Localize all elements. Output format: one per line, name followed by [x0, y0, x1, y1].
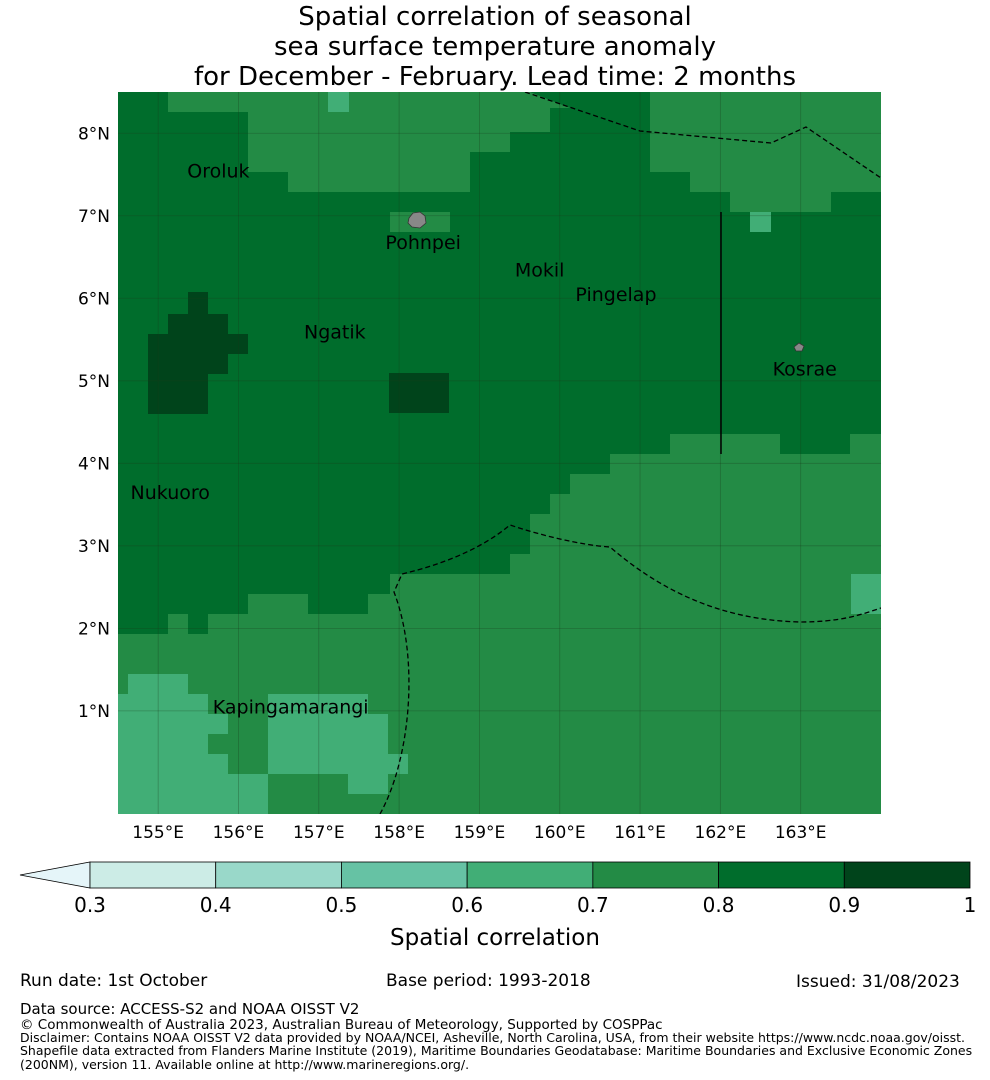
colorbar-tick-7: 1 — [964, 893, 977, 917]
field-cell-n — [328, 92, 349, 112]
place-label-nukuoro: Nukuoro — [131, 482, 210, 504]
place-label-kosrae: Kosrae — [773, 358, 837, 380]
place-label-mokil: Mokil — [515, 259, 565, 281]
y-tick-label-6: 7°N — [78, 207, 110, 227]
issued-date: Issued: 31/08/2023 — [796, 972, 960, 992]
field-high-central — [389, 373, 449, 413]
field-cell-ne — [750, 212, 771, 232]
run-date: Run date: 1st October — [20, 971, 208, 991]
colorbar-tick-2: 0.5 — [326, 893, 358, 917]
colorbar-tick-3: 0.6 — [451, 893, 483, 917]
colorbar-extend-arrow — [19, 861, 91, 889]
title-line-1: Spatial correlation of seasonal — [298, 2, 692, 32]
y-tick-labels: 1°N 2°N 3°N 4°N 5°N 6°N 7°N 8°N — [78, 124, 110, 722]
colorbar-tick-4: 0.7 — [577, 893, 609, 917]
colorbar-segment-5 — [718, 861, 845, 889]
x-tick-label-0: 155°E — [132, 823, 184, 843]
x-tick-labels: 155°E 156°E 157°E 158°E 159°E 160°E 161°E 162°E… — [132, 823, 826, 843]
chart-title: Spatial correlation of seasonal sea surf… — [0, 2, 990, 92]
title-line-2: sea surface temperature anomaly — [274, 32, 716, 62]
disclaimer-line-2: Shapefile data extracted from Flanders M… — [20, 1043, 973, 1058]
field-southwest-low — [118, 674, 268, 814]
colorbar-tick-5: 0.8 — [703, 893, 735, 917]
y-tick-label-0: 1°N — [78, 702, 110, 722]
colorbar-tick-6: 0.9 — [828, 893, 860, 917]
colorbar-label: Spatial correlation — [390, 925, 600, 951]
y-tick-label-3: 4°N — [78, 454, 110, 474]
x-tick-label-4: 159°E — [454, 823, 506, 843]
place-label-oroluk: Oroluk — [187, 160, 249, 182]
title-line-3: for December - February. Lead time: 2 mo… — [193, 62, 796, 92]
map-figure: Oroluk Pohnpei Mokil Pingelap Ngatik Kosrae Nu… — [19, 92, 977, 951]
y-tick-label-5: 6°N — [78, 289, 110, 309]
colorbar: 0.3 0.4 0.5 0.6 0.7 0.8 0.9 1 Spatial correlatio… — [19, 861, 977, 951]
colorbar-segment-1 — [215, 861, 342, 889]
colorbar-segment-3 — [466, 861, 594, 889]
data-source: Data source: ACCESS-S2 and NOAA OISST V2 — [20, 1000, 360, 1018]
place-label-pohnpei: Pohnpei — [385, 232, 461, 254]
x-tick-label-1: 156°E — [213, 823, 265, 843]
x-tick-label-8: 163°E — [775, 823, 827, 843]
disclaimer-line-3: (200NM), version 11. Available online at… — [20, 1057, 470, 1072]
field-high-west — [148, 292, 248, 414]
colorbar-segment-2 — [341, 861, 468, 889]
field-south-low — [268, 694, 408, 794]
y-tick-label-4: 5°N — [78, 372, 110, 392]
place-labels: Oroluk Pohnpei Mokil Pingelap Ngatik Kosrae Nu… — [131, 160, 837, 718]
field-northeast-band — [650, 92, 881, 212]
x-tick-label-2: 157°E — [293, 823, 345, 843]
colorbar-segment-0 — [89, 861, 217, 889]
kosrae-island — [793, 342, 805, 352]
field-cell-sw — [188, 614, 208, 634]
place-label-kapingamarangi: Kapingamarangi — [213, 697, 369, 719]
map-area — [118, 92, 881, 814]
pohnpei-island — [407, 211, 427, 229]
eez-boundary-south — [379, 524, 881, 814]
base-period: Base period: 1993-2018 — [386, 971, 591, 991]
colorbar-tick-1: 0.4 — [200, 893, 232, 917]
copyright: © Commonwealth of Australia 2023, Austra… — [20, 1017, 663, 1033]
place-label-pingelap: Pingelap — [575, 284, 656, 306]
colorbar-tick-0: 0.3 — [74, 893, 106, 917]
x-tick-label-6: 161°E — [614, 823, 666, 843]
y-tick-label-7: 8°N — [78, 124, 110, 144]
field-north-band — [168, 92, 570, 232]
place-label-ngatik: Ngatik — [304, 321, 366, 343]
colorbar-segment-4 — [592, 861, 719, 889]
x-tick-label-3: 158°E — [373, 823, 425, 843]
field-cell-east — [851, 574, 881, 614]
eez-boundary-north — [524, 92, 881, 179]
disclaimer-line-1: Disclaimer: Contains NOAA OISST V2 data … — [20, 1030, 965, 1045]
y-tick-label-1: 2°N — [78, 619, 110, 639]
x-tick-label-5: 160°E — [534, 823, 586, 843]
colorbar-segment-6 — [843, 861, 971, 889]
x-tick-label-7: 162°E — [695, 823, 747, 843]
y-tick-label-2: 3°N — [78, 537, 110, 557]
